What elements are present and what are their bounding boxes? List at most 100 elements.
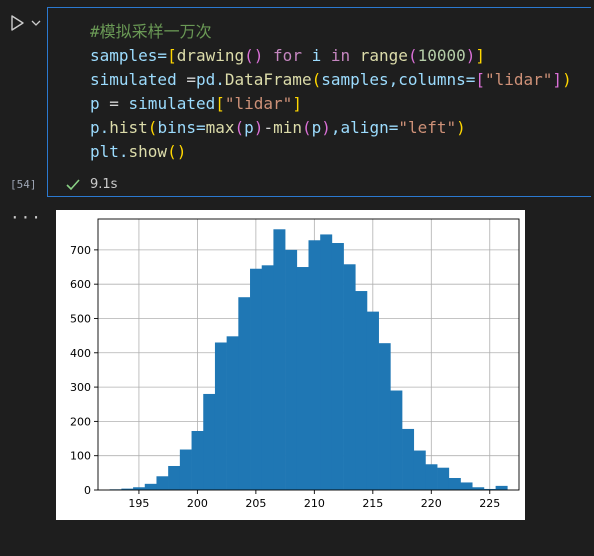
- execution-count: [54]: [10, 178, 37, 191]
- histogram-bar: [179, 449, 192, 490]
- histogram-bar: [472, 487, 485, 490]
- histogram-chart: 195 200 205 210 215 220 225 0 100 200 300 400 500 600…: [70, 218, 520, 510]
- code-token: ]: [292, 94, 302, 113]
- histogram-bar: [331, 243, 344, 490]
- histogram-bar: [460, 482, 473, 490]
- code-token: #模拟采样一万次: [90, 22, 212, 41]
- histogram-bar: [250, 268, 263, 490]
- code-editor[interactable]: #模拟采样一万次 samples=[drawing() for i in rang…: [90, 20, 590, 175]
- code-token: p: [244, 118, 254, 137]
- run-cell-icon[interactable]: [8, 14, 26, 32]
- y-tick-label: 400: [70, 347, 91, 360]
- y-tick-label: 300: [70, 381, 91, 394]
- code-line[interactable]: samples=[drawing() for i in range(10000)…: [90, 44, 590, 68]
- histogram-bar: [320, 234, 333, 490]
- code-token: ): [456, 118, 466, 137]
- code-token: (: [234, 118, 245, 137]
- code-token: (: [311, 70, 322, 89]
- y-tick-label: 200: [70, 415, 91, 428]
- y-tick-label: 700: [70, 244, 91, 257]
- code-token: [: [215, 94, 225, 113]
- cell-output: 195 200 205 210 215 220 225 0 100 200 300 400 500 600…: [56, 210, 525, 520]
- x-tick-label: 200: [187, 497, 208, 510]
- histogram-bar: [343, 264, 356, 490]
- histogram-bar: [413, 450, 426, 490]
- histogram-bar: [203, 393, 216, 490]
- code-token: [263, 46, 273, 65]
- code-token: plt.: [90, 142, 129, 161]
- x-tick-label: 195: [128, 497, 149, 510]
- histogram-bar: [390, 390, 403, 490]
- histogram-bar: [448, 477, 461, 490]
- histogram-bar: [191, 430, 204, 490]
- code-token: ): [465, 46, 476, 65]
- code-token: ]: [552, 70, 563, 89]
- code-token: i: [301, 46, 331, 65]
- code-token: for: [273, 46, 302, 65]
- x-tick-label: 220: [421, 497, 442, 510]
- code-token: =: [109, 94, 119, 113]
- y-tick-label: 600: [70, 278, 91, 291]
- code-token: ): [321, 118, 331, 137]
- code-token: simulated: [118, 94, 216, 113]
- code-token: 10000: [417, 46, 466, 65]
- code-line[interactable]: simulated =pd.DataFrame(samples,columns=…: [90, 68, 590, 92]
- code-line[interactable]: #模拟采样一万次: [90, 20, 590, 44]
- histogram-bar: [437, 467, 450, 490]
- code-token: in: [330, 46, 351, 65]
- code-token: range: [359, 46, 408, 65]
- code-token: "left": [398, 118, 457, 137]
- code-token: [350, 46, 360, 65]
- histogram-bar: [168, 465, 181, 490]
- plot-frame: [97, 218, 520, 491]
- code-token: pd.: [195, 70, 225, 89]
- histogram-bar: [483, 488, 496, 490]
- code-token: simulated: [90, 70, 187, 89]
- code-token: "lidar": [484, 70, 553, 89]
- histogram-bar: [238, 297, 251, 490]
- histogram-bar: [121, 488, 134, 490]
- histogram-bar: [156, 476, 169, 490]
- code-token: [: [475, 70, 485, 89]
- code-token: =: [186, 70, 196, 89]
- x-tick-label: 215: [362, 497, 383, 510]
- code-line[interactable]: p = simulated["lidar"]: [90, 92, 590, 116]
- code-token: min: [273, 118, 302, 137]
- histogram-bar: [378, 343, 391, 490]
- code-token: show: [128, 142, 168, 161]
- x-tick-label: 205: [245, 497, 266, 510]
- chevron-down-icon[interactable]: [31, 18, 41, 28]
- histogram-bar: [144, 483, 157, 490]
- code-token: ,align=: [330, 118, 399, 137]
- code-line[interactable]: plt.show(): [90, 140, 590, 164]
- code-token: ]: [475, 46, 486, 65]
- y-tick-label: 100: [70, 450, 91, 463]
- code-token: samples,columns=: [321, 70, 476, 89]
- histogram-bar: [495, 485, 508, 490]
- code-token: p.: [90, 118, 110, 137]
- histogram-bar: [273, 229, 286, 490]
- x-tick-label: 210: [304, 497, 325, 510]
- code-token: p: [90, 94, 110, 113]
- code-token: DataFrame: [224, 70, 312, 89]
- execution-time: 9.1s: [90, 177, 118, 192]
- code-token: (): [244, 46, 264, 65]
- cell-status: 9.1s: [66, 177, 117, 192]
- histogram-bar: [285, 249, 298, 490]
- histogram-bar: [366, 311, 379, 490]
- code-token: samples=: [90, 46, 168, 65]
- code-token: (: [407, 46, 418, 65]
- code-cell[interactable]: #模拟采样一万次 samples=[drawing() for i in rang…: [47, 7, 591, 197]
- histogram-bar: [214, 342, 227, 490]
- y-tick-label: 0: [84, 484, 91, 497]
- code-line[interactable]: p.hist(bins=max(p)-min(p),align="left"): [90, 116, 590, 140]
- code-token: bins=: [157, 118, 206, 137]
- code-token: ): [562, 70, 572, 89]
- code-token: (: [301, 118, 312, 137]
- histogram-bar: [133, 487, 146, 490]
- code-token: (): [167, 142, 187, 161]
- checkmark-icon: [66, 178, 80, 190]
- more-actions-icon[interactable]: ···: [10, 208, 42, 227]
- code-token: "lidar": [224, 94, 293, 113]
- histogram-bar: [296, 267, 309, 490]
